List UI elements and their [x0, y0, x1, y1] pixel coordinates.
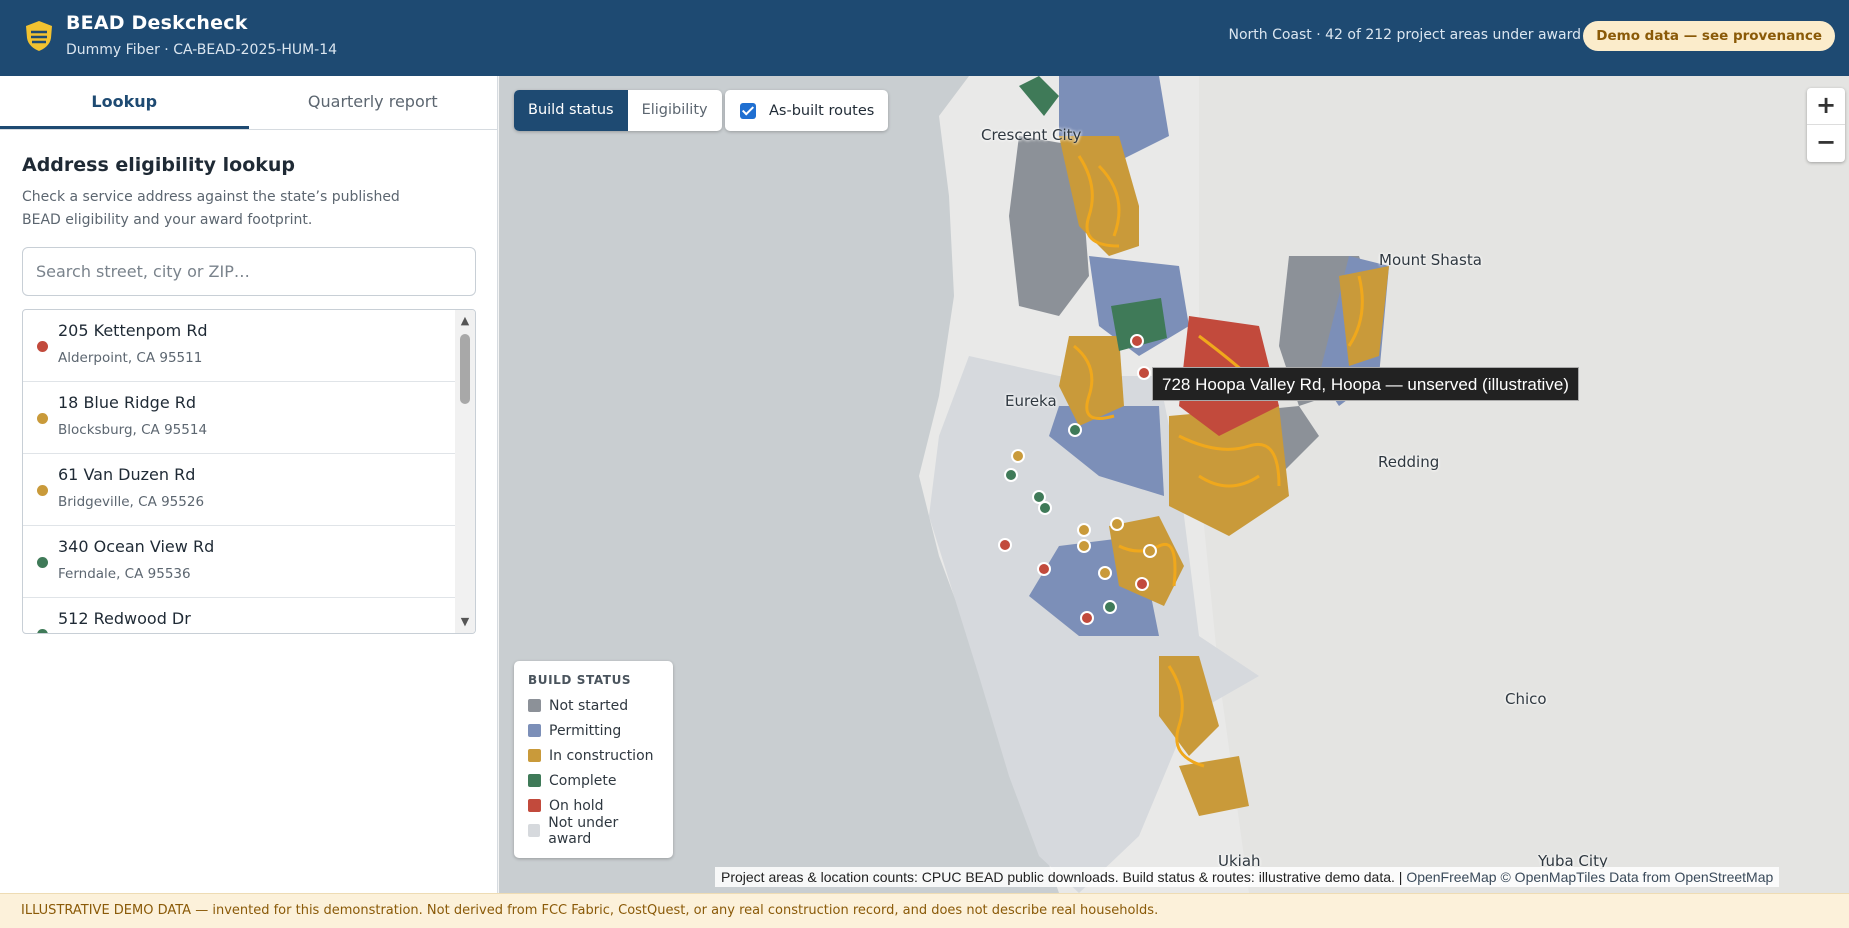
attribution-text: Project areas & location counts: CPUC BE… — [721, 869, 1403, 885]
list-item[interactable]: 340 Ocean View Rd Ferndale, CA 95536 — [23, 526, 457, 598]
list-item[interactable]: 205 Kettenpom Rd Alderpoint, CA 95511 — [23, 310, 457, 382]
scroll-up-arrow-icon[interactable]: ▲ — [460, 314, 470, 327]
scroll-down-arrow-icon[interactable]: ▼ — [460, 615, 470, 628]
legend-item: Complete — [528, 768, 659, 793]
shield-logo-icon — [26, 21, 52, 51]
legend-item: Not under award — [528, 815, 659, 847]
legend-label: On hold — [549, 797, 604, 814]
list-scrollbar[interactable]: ▲ ▼ — [455, 310, 475, 633]
list-item-city: Ferndale, CA 95536 — [58, 566, 191, 582]
place-label: Yuba City — [1538, 852, 1608, 870]
map-basemap — [919, 76, 1849, 893]
sidebar-tabs: Lookup Quarterly report — [0, 76, 497, 130]
legend-title: BUILD STATUS — [528, 673, 632, 687]
list-item-address: 512 Redwood Dr — [58, 609, 191, 628]
legend-item: Not started — [528, 693, 659, 718]
checkbox-checked-icon[interactable] — [740, 102, 756, 119]
legend-swatch — [528, 799, 541, 812]
legend-label: Complete — [549, 772, 617, 789]
zoom-in-button[interactable]: + — [1807, 88, 1845, 125]
status-dot — [37, 485, 48, 496]
map-tooltip: 728 Hoopa Valley Rd, Hoopa — unserved (i… — [1152, 367, 1579, 401]
legend-swatch — [528, 699, 541, 712]
legend-label: Permitting — [549, 722, 622, 739]
legend-label: Not under award — [548, 814, 619, 847]
panel-description: Check a service address against the stat… — [22, 189, 400, 228]
status-dot — [37, 413, 48, 424]
list-item[interactable]: 512 Redwood Dr — [23, 598, 457, 633]
place-label: Mount Shasta — [1379, 251, 1482, 269]
list-item[interactable]: 61 Van Duzen Rd Bridgeville, CA 95526 — [23, 454, 457, 526]
zoom-out-button[interactable]: − — [1815, 128, 1837, 156]
legend-label: In construction — [549, 747, 654, 764]
map-view-toggle: Build status Eligibility — [514, 90, 722, 131]
attribution-links[interactable]: OpenFreeMap © OpenMapTiles Data from Ope… — [1406, 869, 1774, 885]
place-label: Redding — [1378, 453, 1440, 471]
legend-label: Not started — [549, 697, 629, 714]
list-item-address: 18 Blue Ridge Rd — [58, 393, 197, 412]
legend-swatch — [528, 774, 541, 787]
app-header: BEAD Deskcheck Dummy Fiber · CA-BEAD-202… — [0, 0, 1849, 76]
legend-item: On hold — [528, 793, 659, 818]
panel-title: Address eligibility lookup — [22, 154, 296, 176]
list-item-address: 205 Kettenpom Rd — [58, 321, 208, 340]
scroll-thumb[interactable] — [460, 334, 470, 404]
list-item[interactable]: 18 Blue Ridge Rd Blocksburg, CA 95514 — [23, 382, 457, 454]
legend-swatch — [528, 724, 541, 737]
place-label: Ukiah — [1218, 852, 1261, 870]
map-attribution: Project areas & location counts: CPUC BE… — [715, 867, 1780, 887]
list-item-address: 61 Van Duzen Rd — [58, 465, 196, 484]
address-results-list: 205 Kettenpom Rd Alderpoint, CA 95511 18… — [22, 309, 476, 634]
build-status-legend: BUILD STATUS Not started Permitting In c… — [514, 661, 673, 858]
tab-lookup[interactable]: Lookup — [0, 76, 249, 129]
place-label: Crescent City — [981, 126, 1082, 144]
eligibility-toggle-button[interactable]: Eligibility — [641, 102, 708, 118]
status-dot — [37, 557, 48, 568]
place-label: Chico — [1505, 690, 1547, 708]
status-dot — [37, 341, 48, 352]
demo-provenance-button[interactable]: Demo data — see provenance — [1583, 21, 1835, 51]
project-subtitle: Dummy Fiber · CA-BEAD-2025-HUM-14 — [66, 42, 338, 58]
build-status-toggle-button[interactable]: Build status — [514, 90, 628, 131]
app-title: BEAD Deskcheck — [66, 12, 248, 34]
award-status-text: North Coast · 42 of 212 project areas un… — [1228, 27, 1581, 43]
place-label: Eureka — [1005, 392, 1057, 410]
list-item-address: 340 Ocean View Rd — [58, 537, 215, 556]
legend-swatch — [528, 749, 541, 762]
demo-data-notice: ILLUSTRATIVE DEMO DATA — invented for th… — [0, 893, 1849, 928]
list-item-city: Blocksburg, CA 95514 — [58, 422, 208, 438]
legend-item: Permitting — [528, 718, 659, 743]
as-built-routes-checkbox[interactable]: As-built routes — [725, 90, 889, 131]
status-dot — [37, 629, 48, 633]
list-item-city: Bridgeville, CA 95526 — [58, 494, 205, 510]
legend-swatch — [528, 824, 541, 837]
legend-item: In construction — [528, 743, 659, 768]
sidebar: Lookup Quarterly report Address eligibil… — [0, 76, 498, 893]
tab-quarterly-report[interactable]: Quarterly report — [307, 92, 438, 111]
address-search-input[interactable] — [22, 247, 476, 296]
zoom-control: + − — [1807, 88, 1845, 162]
list-item-city: Alderpoint, CA 95511 — [58, 350, 203, 366]
map-canvas[interactable]: Crescent City Eureka Mount Shasta Reddin… — [499, 76, 1849, 893]
as-built-routes-label: As-built routes — [769, 102, 875, 119]
